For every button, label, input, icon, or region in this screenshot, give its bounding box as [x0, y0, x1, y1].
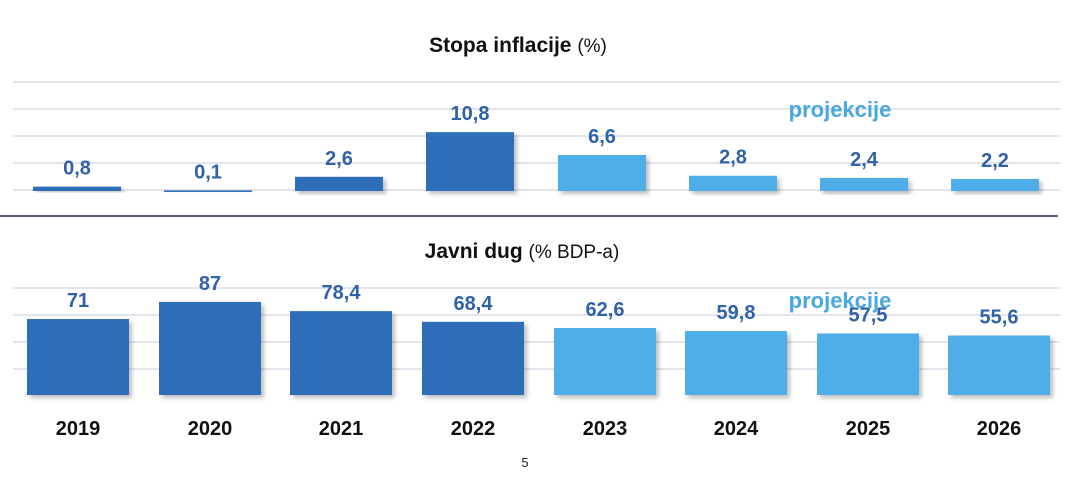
debt-projection-label: projekcije: [789, 288, 892, 313]
inflation-value-label-2019: 0,8: [63, 158, 91, 180]
debt-value-label-2020: 87: [199, 273, 221, 295]
inflation-bar-2021: [295, 176, 383, 191]
debt-bar-2020: [159, 301, 261, 395]
inflation-value-label-2023: 6,6: [588, 126, 616, 148]
inflation-title-main: Stopa inflacije: [429, 34, 577, 57]
debt-value-label-2025: 57,5: [849, 304, 888, 326]
debt-chart-title: Javni dug (% BDP-a): [425, 240, 620, 263]
debt-title-unit: (% BDP-a): [529, 242, 620, 263]
debt-value-label-2022: 68,4: [454, 293, 494, 315]
inflation-value-label-2025: 2,4: [850, 149, 879, 171]
inflation-bar-2024: [689, 175, 777, 191]
inflation-bar-2025: [820, 177, 908, 191]
inflation-bar-2019: [33, 186, 121, 191]
inflation-title-unit: (%): [577, 36, 607, 57]
debt-value-label-2021: 78,4: [322, 282, 362, 304]
year-label-2024: 2024: [714, 418, 759, 440]
debt-bar-2022: [422, 321, 524, 395]
inflation-value-label-2026: 2,2: [981, 150, 1009, 172]
year-label-2021: 2021: [319, 418, 364, 440]
year-label-2019: 2019: [56, 418, 101, 440]
year-label-2026: 2026: [977, 418, 1022, 440]
debt-bar-2024: [685, 331, 787, 395]
year-label-2020: 2020: [188, 418, 233, 440]
inflation-value-label-2021: 2,6: [325, 148, 353, 170]
inflation-value-label-2022: 10,8: [451, 103, 490, 125]
debt-value-label-2024: 59,8: [717, 302, 756, 324]
debt-bar-2019: [27, 319, 129, 395]
debt-value-label-2023: 62,6: [586, 299, 625, 321]
debt-bar-2025: [817, 333, 919, 395]
page-number: 5: [521, 455, 528, 470]
debt-title-main: Javni dug: [425, 240, 529, 263]
year-label-2022: 2022: [451, 418, 496, 440]
year-label-2025: 2025: [846, 418, 891, 440]
inflation-bar-2020: [164, 190, 252, 192]
debt-value-label-2026: 55,6: [980, 307, 1019, 329]
inflation-chart-title: Stopa inflacije (%): [429, 34, 607, 57]
inflation-value-label-2024: 2,8: [719, 147, 747, 169]
inflation-value-label-2020: 0,1: [194, 161, 222, 183]
debt-value-label-2019: 71: [67, 290, 89, 312]
inflation-bar-2022: [426, 132, 514, 191]
inflation-projection-label: projekcije: [789, 97, 892, 122]
inflation-bar-2023: [558, 155, 646, 191]
debt-bar-2021: [290, 311, 392, 395]
inflation-bar-2026: [951, 179, 1039, 191]
debt-bar-2023: [554, 328, 656, 395]
year-label-2023: 2023: [583, 418, 628, 440]
debt-bar-2026: [948, 335, 1050, 395]
